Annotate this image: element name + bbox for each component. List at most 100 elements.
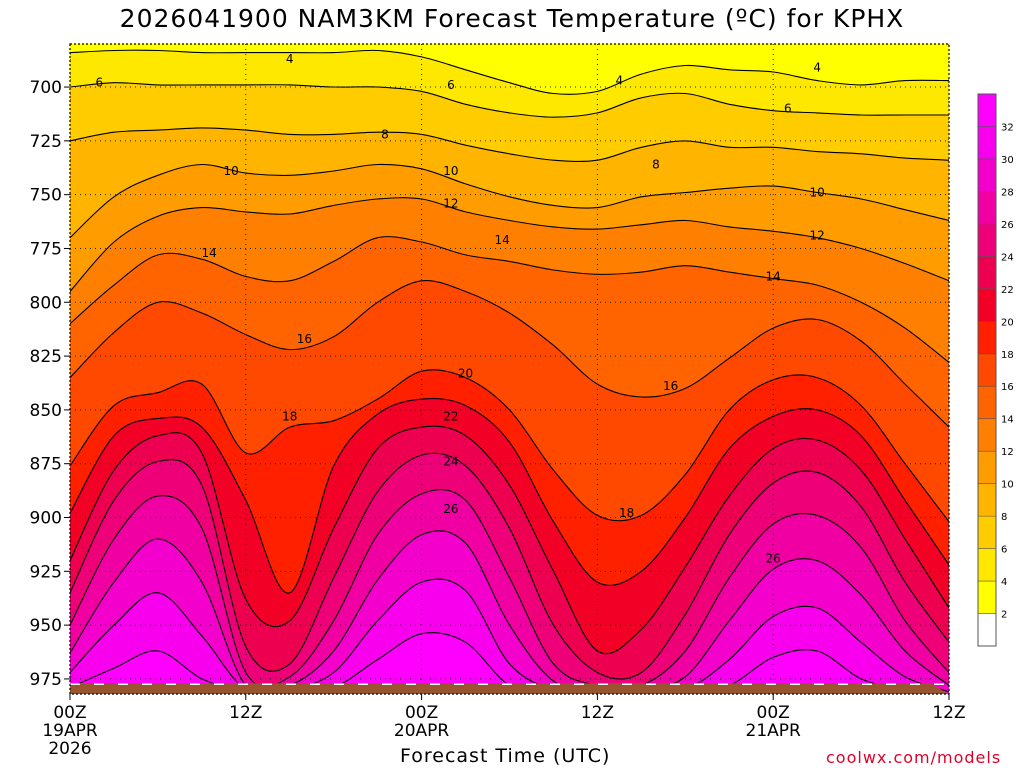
colorbar-segment — [978, 256, 996, 290]
contour-label-6: 6 — [784, 102, 792, 116]
contour-line-30 — [70, 578, 949, 694]
colorbar-label: 2 — [1001, 610, 1007, 621]
contour-label-6: 6 — [447, 78, 455, 92]
x-tick-label: 00Z — [757, 703, 790, 723]
contour-field — [70, 44, 949, 694]
y-tick-label: 725 — [30, 132, 62, 152]
colorbar-segment — [978, 321, 996, 355]
contour-line-8 — [70, 127, 949, 163]
contour-label-10: 10 — [224, 164, 239, 178]
colorbar-segment — [978, 223, 996, 257]
colorbar-segment — [978, 386, 996, 420]
contour-label-24: 24 — [443, 455, 458, 469]
credit-link[interactable]: coolwx.com/models — [826, 748, 1002, 767]
y-tick-label: 925 — [30, 562, 62, 582]
contour-line-4 — [70, 49, 949, 95]
contour-line-24 — [70, 452, 949, 680]
chart-title: 2026041900 NAM3KM Forecast Temperature (… — [119, 4, 905, 33]
y-tick-label: 900 — [30, 509, 62, 529]
contour-label-12: 12 — [810, 229, 825, 243]
contour-label-18: 18 — [619, 506, 634, 520]
contour-label-10: 10 — [443, 164, 458, 178]
colorbar-label: 28 — [1001, 187, 1014, 198]
y-tick-label: 800 — [30, 293, 62, 313]
x-axis-label: Forecast Time (UTC) — [400, 745, 611, 767]
colorbar-label: 14 — [1001, 415, 1014, 426]
contour-label-14: 14 — [495, 233, 510, 247]
contour-label-10: 10 — [810, 186, 825, 200]
colorbar-segment — [978, 288, 996, 322]
y-tick-label: 825 — [30, 347, 62, 367]
y-tick-label: 875 — [30, 455, 62, 475]
contour-label-26: 26 — [766, 551, 781, 565]
contour-label-12: 12 — [443, 196, 458, 210]
x-tick-date: 21APR — [746, 721, 802, 741]
contour-label-8: 8 — [652, 158, 660, 172]
colorbar-label: 4 — [1001, 577, 1007, 588]
colorbar-segment — [978, 353, 996, 387]
x-tick-date: 19APR — [42, 721, 98, 741]
contour-line-6 — [70, 82, 949, 118]
y-tick-label: 975 — [30, 670, 62, 690]
contour-line-22 — [70, 425, 949, 655]
colorbar-label: 10 — [1001, 480, 1014, 491]
colorbar-label: 12 — [1001, 447, 1014, 458]
colorbar-segment — [978, 548, 996, 582]
colorbar-label: 22 — [1001, 285, 1014, 296]
colorbar-label: 26 — [1001, 220, 1014, 231]
contour-label-16: 16 — [297, 332, 312, 346]
contour-label-22: 22 — [443, 409, 458, 423]
contour-label-26: 26 — [443, 502, 458, 516]
contour-label-4: 4 — [616, 74, 624, 88]
contour-label-4: 4 — [286, 52, 294, 66]
y-tick-label: 700 — [30, 78, 62, 98]
contour-line-20 — [70, 397, 949, 594]
colorbar-segment — [978, 581, 996, 615]
y-tick-label: 950 — [30, 616, 62, 636]
x-tick-label: 12Z — [229, 703, 262, 723]
x-tick-label: 12Z — [581, 703, 614, 723]
contour-label-8: 8 — [381, 127, 389, 141]
y-tick-label: 775 — [30, 239, 62, 259]
contour-line-10 — [70, 163, 949, 239]
x-tick-date: 20APR — [394, 721, 450, 741]
y-tick-label: 850 — [30, 401, 62, 421]
contour-label-14: 14 — [766, 269, 781, 283]
contour-line-12 — [70, 197, 949, 292]
x-tick-label: 00Z — [405, 703, 438, 723]
contour-line-26 — [70, 489, 949, 690]
contour-label-4: 4 — [813, 61, 821, 75]
colorbar-label: 16 — [1001, 382, 1014, 393]
colorbar-segment — [978, 516, 996, 550]
band-fill-28 — [70, 530, 949, 694]
contour-line-14 — [70, 236, 949, 363]
colorbar-label: 32 — [1001, 122, 1014, 133]
contour-line-28 — [70, 530, 949, 694]
colorbar-frame — [977, 93, 997, 647]
x-tick-label: 00Z — [53, 703, 86, 723]
contour-label-16: 16 — [663, 379, 678, 393]
contour-line-18 — [70, 369, 949, 523]
colorbar-segment — [978, 483, 996, 517]
colorbar-segment — [978, 191, 996, 225]
colorbar-segment — [978, 613, 996, 647]
colorbar-label: 20 — [1001, 317, 1014, 328]
terrain-ground — [70, 683, 949, 694]
contour-label-20: 20 — [458, 366, 473, 380]
colorbar-segment — [978, 126, 996, 160]
colorbar-segment — [978, 418, 996, 452]
colorbar-label: 18 — [1001, 350, 1014, 361]
x-tick-label: 12Z — [932, 703, 965, 723]
band-fill-30 — [70, 579, 949, 694]
contour-line-16 — [70, 279, 949, 428]
plot-frame — [69, 43, 950, 695]
colorbar-label: 24 — [1001, 252, 1014, 263]
colorbar-segment — [978, 451, 996, 485]
colorbar-label: 8 — [1001, 512, 1007, 523]
x-tick-year: 2026 — [48, 739, 91, 759]
colorbar-segment — [978, 94, 996, 127]
contour-label-18: 18 — [282, 409, 297, 423]
colorbar-segment — [978, 158, 996, 192]
colorbar-label: 6 — [1001, 545, 1007, 556]
